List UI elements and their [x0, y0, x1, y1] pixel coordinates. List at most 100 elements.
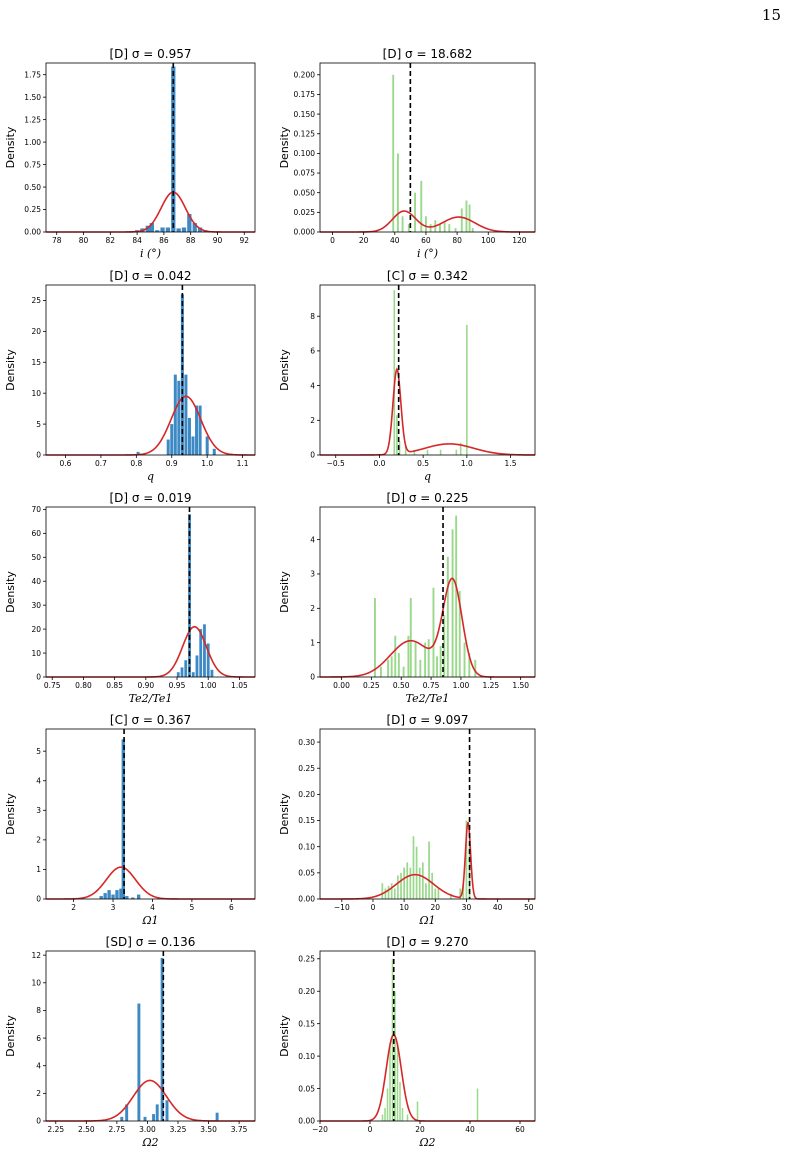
- histogram-bar: [397, 652, 400, 677]
- y-tick-label: 3: [36, 806, 41, 815]
- histogram-bar: [425, 216, 427, 232]
- x-tick-label: 1.00: [453, 681, 470, 690]
- histogram-bar: [468, 652, 471, 677]
- histogram-bar: [173, 374, 177, 455]
- histogram-bar: [439, 449, 442, 455]
- x-tick-label: 0.25: [363, 681, 380, 690]
- histogram-bar: [394, 635, 397, 677]
- histogram-bar: [160, 957, 164, 1121]
- histogram-bar: [465, 820, 468, 899]
- x-tick-label: 1.0: [201, 459, 213, 468]
- x-tick-label: 30: [462, 903, 472, 912]
- x-tick-label: 40: [390, 236, 400, 245]
- histogram-bar: [136, 451, 140, 455]
- histogram-bar: [152, 1114, 156, 1121]
- x-tick-label: 0.8: [130, 459, 142, 468]
- kde-curve: [46, 866, 255, 900]
- y-tick-label: 8: [310, 312, 315, 321]
- histogram-bar: [455, 515, 458, 677]
- y-tick-label: 1: [310, 638, 315, 647]
- axes-frame: [319, 284, 536, 456]
- histogram-bar: [125, 896, 129, 899]
- x-tick-label: 2.25: [47, 1125, 64, 1134]
- x-tick-label: 40: [493, 903, 503, 912]
- x-tick-label: 0.00: [333, 681, 350, 690]
- axes-frame: [45, 950, 256, 1122]
- kde-curve: [46, 1079, 255, 1122]
- histogram-bar: [387, 659, 390, 677]
- x-tick-label: 40: [465, 1125, 475, 1134]
- x-tick-label: 84: [132, 236, 142, 245]
- y-tick-label: 20: [31, 625, 41, 634]
- x-axis-label: i (°): [140, 247, 161, 260]
- histogram-bar: [454, 228, 457, 232]
- histogram-bar: [459, 442, 462, 455]
- x-tick-label: 0.0: [373, 459, 385, 468]
- axes-frame: [319, 950, 536, 1122]
- y-tick-label: 0.075: [294, 169, 316, 178]
- x-tick-label: 0.7: [95, 459, 107, 468]
- y-tick-label: 60: [31, 529, 41, 538]
- kde-curve: [46, 191, 255, 233]
- y-tick-label: 0.125: [294, 129, 316, 138]
- histogram-bar: [210, 669, 214, 677]
- x-tick-label: 92: [240, 236, 250, 245]
- histogram-bar: [120, 1116, 124, 1121]
- x-tick-label: 10: [399, 903, 409, 912]
- x-tick-label: 1.5: [505, 459, 517, 468]
- histogram-bar: [407, 635, 410, 677]
- chart-panel-10: −20 0 20 40 60 0.00 0.05 0.10 0.15 0.20 0.25 [D] σ …: [278, 935, 536, 1149]
- histogram-bar: [439, 224, 441, 232]
- histogram-bar: [215, 1112, 219, 1121]
- histogram-bar: [448, 224, 451, 232]
- x-tick-label: 20: [415, 1125, 425, 1134]
- axes-frame: [45, 284, 256, 456]
- y-tick-label: 2: [36, 836, 41, 845]
- histogram-bar: [406, 862, 409, 899]
- histogram-bar: [429, 224, 432, 232]
- y-tick-label: 5: [36, 747, 41, 756]
- histogram-bar: [115, 890, 119, 899]
- x-axis-label: Ω1: [141, 914, 158, 927]
- histogram-bar: [437, 888, 440, 899]
- histogram-bar: [187, 214, 192, 232]
- y-tick-label: 0.150: [294, 110, 316, 119]
- y-tick-label: 0.75: [24, 160, 41, 169]
- chart-title: [C] σ = 0.367: [110, 713, 191, 727]
- x-axis-label: Ω2: [418, 1136, 435, 1149]
- histogram-bar: [393, 888, 396, 899]
- histogram-bar: [471, 228, 474, 232]
- x-tick-label: 120: [512, 236, 527, 245]
- histogram-bar: [455, 449, 458, 455]
- x-tick-label: 3.25: [170, 1125, 187, 1134]
- histogram-bar: [414, 642, 417, 677]
- histogram-bar: [195, 655, 199, 677]
- x-axis-label: q: [147, 470, 154, 483]
- x-tick-label: 3: [111, 903, 116, 912]
- y-tick-label: 10: [31, 978, 41, 987]
- chart-panel-4: −0.5 0.0 0.5 1.0 1.5 0 2 4 6 8 [C] σ = 0.342 Densit…: [278, 269, 536, 483]
- x-tick-label: 4: [150, 903, 155, 912]
- chart-title: [D] σ = 9.270: [386, 935, 468, 949]
- chart-title: [D] σ = 0.225: [386, 491, 468, 505]
- axes-frame: [319, 506, 536, 678]
- kde-curve: [320, 822, 535, 900]
- histogram-bar: [431, 872, 434, 899]
- histogram-bar: [419, 659, 422, 677]
- histogram-bar: [111, 894, 115, 899]
- histogram-bar: [398, 441, 401, 455]
- y-tick-label: 0.175: [294, 90, 316, 99]
- y-tick-label: 12: [31, 951, 41, 960]
- x-tick-label: 2.75: [109, 1125, 126, 1134]
- y-tick-label: 30: [31, 601, 41, 610]
- x-tick-label: 50: [524, 903, 534, 912]
- histogram-bar: [426, 449, 429, 455]
- x-tick-label: 60: [515, 1125, 525, 1134]
- chart-title: [D] σ = 0.019: [109, 491, 191, 505]
- histogram-bar: [416, 1101, 419, 1121]
- y-tick-label: 50: [31, 553, 41, 562]
- y-tick-label: 3: [310, 570, 315, 579]
- kde-curve: [46, 395, 255, 456]
- axes-frame: [45, 728, 256, 900]
- histogram-bar: [418, 867, 421, 899]
